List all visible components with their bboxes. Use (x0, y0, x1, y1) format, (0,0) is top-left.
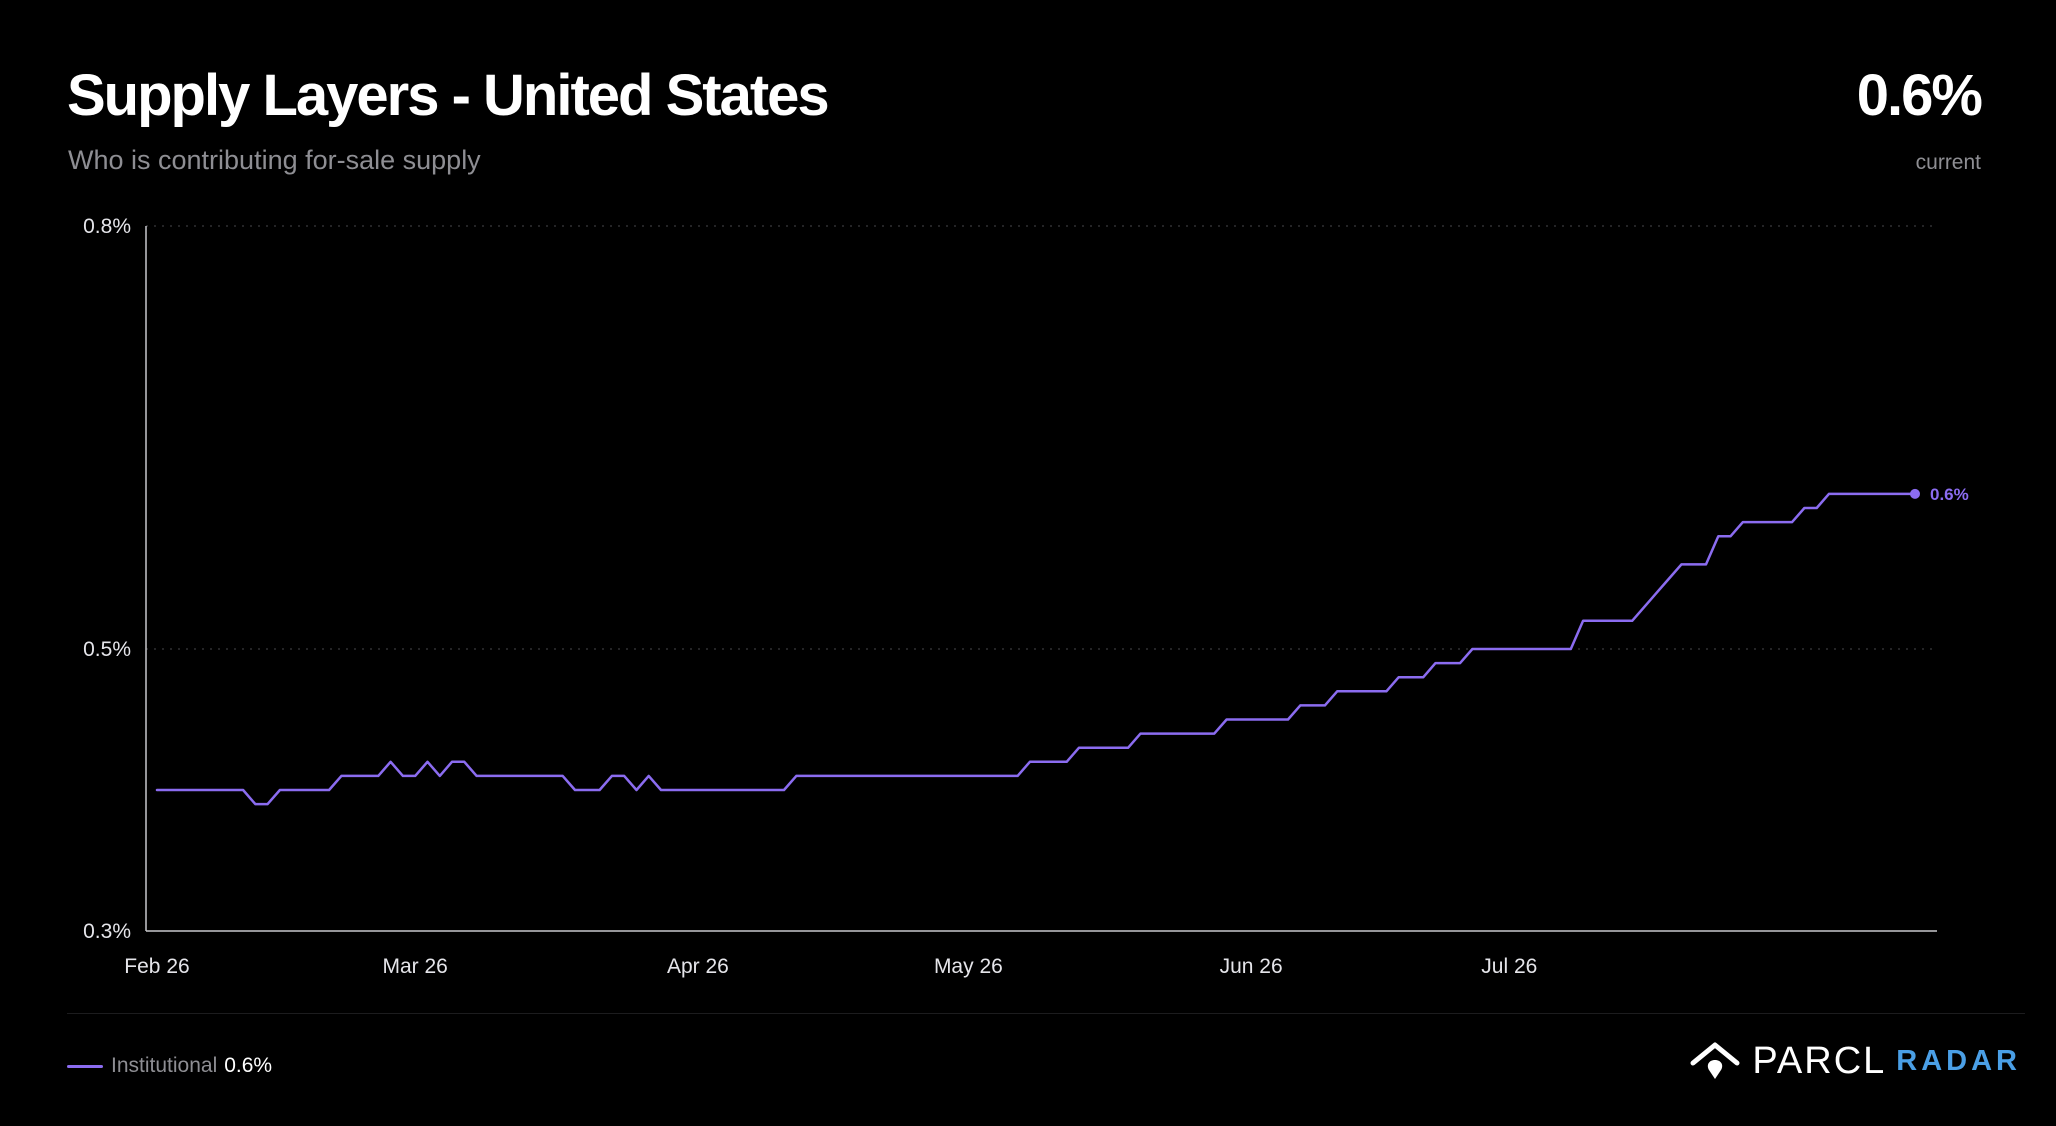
x-tick-label: Jul 26 (1481, 955, 1537, 978)
parcl-house-icon (1690, 1042, 1740, 1079)
legend-swatch (67, 1064, 103, 1068)
x-tick-labels: Feb 26 Mar 26 Apr 26 May 26 Jun 26 Jul 26 (124, 955, 1537, 978)
series-layer: 0.6% (155, 485, 1969, 806)
current-label: current (1915, 151, 1981, 174)
series-end-point (1910, 488, 1920, 499)
series-end-label: 0.6% (1930, 485, 1969, 504)
x-tick-label: Feb 26 (124, 955, 189, 978)
current-value: 0.6% (1856, 63, 1983, 128)
grid-lines (146, 225, 1937, 650)
brand-name: PARCL (1752, 1040, 1887, 1082)
x-tick-label: Mar 26 (382, 955, 447, 978)
legend-series-name: Institutional (111, 1054, 218, 1077)
x-tick-label: May 26 (934, 955, 1003, 978)
footer-divider (67, 1013, 2025, 1014)
y-tick-labels: 0.3% 0.5% 0.8% (83, 215, 131, 943)
brand-product: RADAR (1896, 1045, 2021, 1077)
y-tick-label: 0.8% (83, 215, 131, 238)
page-subtitle: Who is contributing for-sale supply (68, 145, 481, 175)
series-line-institutional (155, 492, 1917, 806)
brand-logo: PARCL RADAR (1690, 1040, 2021, 1083)
axes (145, 226, 1937, 932)
y-tick-label: 0.3% (83, 920, 131, 943)
page-title: Supply Layers - United States (67, 63, 830, 128)
y-tick-label: 0.5% (83, 638, 131, 661)
legend-series-value: 0.6% (224, 1054, 273, 1077)
x-tick-label: Apr 26 (667, 955, 729, 978)
x-tick-label: Jun 26 (1220, 955, 1283, 978)
legend: Institutional 0.6% (67, 1054, 272, 1078)
